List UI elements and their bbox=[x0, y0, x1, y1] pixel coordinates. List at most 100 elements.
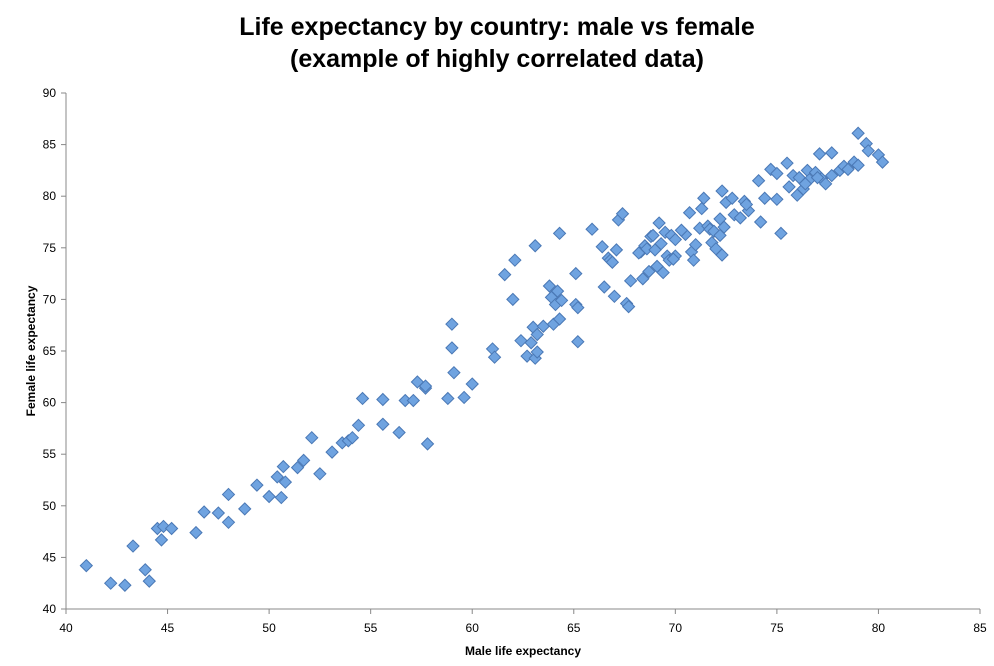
data-point bbox=[733, 211, 748, 225]
data-point bbox=[445, 317, 459, 331]
data-point bbox=[154, 533, 169, 547]
data-point bbox=[597, 280, 611, 294]
data-point bbox=[211, 506, 226, 520]
data-point bbox=[418, 379, 433, 393]
x-tick-label: 65 bbox=[567, 621, 581, 635]
data-point bbox=[623, 274, 638, 288]
data-point bbox=[296, 453, 311, 468]
data-point bbox=[812, 147, 827, 161]
x-tick-label: 75 bbox=[770, 621, 784, 635]
data-point bbox=[351, 418, 366, 433]
data-point bbox=[465, 377, 479, 391]
data-point bbox=[782, 180, 796, 194]
data-point bbox=[682, 206, 697, 220]
data-point bbox=[695, 201, 709, 216]
data-point bbox=[138, 563, 152, 577]
data-point bbox=[164, 521, 179, 536]
data-point bbox=[798, 177, 813, 191]
y-tick-label: 55 bbox=[43, 447, 57, 461]
data-point bbox=[615, 207, 630, 221]
x-tick-label: 55 bbox=[364, 621, 378, 635]
data-point bbox=[276, 459, 291, 474]
y-axis-ticks: 40 45 50 55 60 65 70 75 80 85 90 bbox=[43, 86, 66, 616]
data-point bbox=[585, 222, 599, 236]
x-tick-label: 70 bbox=[669, 621, 683, 635]
y-tick-label: 75 bbox=[43, 241, 57, 255]
data-point bbox=[825, 146, 839, 160]
data-point bbox=[325, 445, 339, 459]
data-point bbox=[621, 299, 636, 314]
data-point bbox=[646, 228, 660, 243]
data-point bbox=[528, 239, 542, 253]
data-point bbox=[739, 197, 754, 212]
x-axis-label: Male life expectancy bbox=[465, 644, 581, 658]
data-point bbox=[609, 243, 624, 257]
data-point bbox=[552, 312, 567, 326]
data-point bbox=[278, 475, 293, 489]
data-point bbox=[666, 252, 681, 266]
data-point bbox=[642, 264, 656, 279]
data-point bbox=[126, 539, 140, 553]
data-point bbox=[652, 216, 666, 230]
data-point bbox=[636, 272, 650, 286]
data-point bbox=[79, 558, 94, 573]
data-point bbox=[715, 184, 729, 198]
data-point bbox=[508, 253, 522, 267]
data-point bbox=[569, 266, 583, 281]
data-point bbox=[851, 126, 865, 140]
data-point bbox=[118, 578, 132, 592]
x-tick-label: 45 bbox=[161, 621, 175, 635]
data-point bbox=[851, 158, 865, 172]
data-point bbox=[392, 425, 406, 440]
data-points bbox=[79, 126, 890, 592]
data-point bbox=[818, 177, 833, 191]
data-point bbox=[197, 505, 211, 519]
data-point bbox=[656, 265, 670, 280]
data-point bbox=[270, 470, 284, 484]
x-tick-label: 80 bbox=[872, 621, 886, 635]
data-point bbox=[713, 212, 727, 226]
data-point bbox=[221, 487, 236, 502]
data-point bbox=[552, 226, 567, 241]
data-point bbox=[376, 392, 390, 407]
x-tick-label: 85 bbox=[973, 621, 987, 635]
data-point bbox=[457, 390, 471, 405]
data-point bbox=[780, 156, 794, 170]
x-tick-label: 60 bbox=[466, 621, 480, 635]
y-tick-label: 45 bbox=[43, 550, 57, 564]
data-point bbox=[238, 502, 252, 516]
data-point bbox=[757, 191, 772, 205]
data-point bbox=[571, 300, 585, 315]
data-point bbox=[825, 168, 839, 183]
y-tick-label: 50 bbox=[43, 499, 57, 513]
data-point bbox=[376, 417, 390, 431]
data-point bbox=[441, 391, 455, 406]
data-point bbox=[542, 279, 557, 293]
data-point bbox=[688, 237, 703, 252]
data-point bbox=[550, 284, 565, 298]
data-point bbox=[605, 255, 620, 269]
data-point bbox=[345, 430, 360, 445]
chart-title-line2: (example of highly correlated data) bbox=[290, 45, 704, 73]
y-axis-label: Female life expectancy bbox=[24, 285, 38, 416]
data-point bbox=[571, 335, 585, 349]
data-point bbox=[875, 155, 890, 169]
data-point bbox=[810, 170, 825, 185]
data-point bbox=[189, 525, 203, 540]
data-point bbox=[770, 166, 784, 181]
data-point bbox=[530, 345, 544, 359]
y-tick-label: 40 bbox=[43, 602, 57, 616]
data-point bbox=[290, 460, 305, 475]
data-point bbox=[447, 365, 461, 380]
data-point bbox=[445, 341, 459, 355]
data-point bbox=[420, 437, 435, 451]
plot-area: 40 45 50 55 60 65 70 75 80 85 90 40 45 50 55 60 65 70 75 8… bbox=[43, 86, 987, 635]
data-point bbox=[715, 248, 729, 262]
data-point bbox=[487, 350, 502, 364]
data-point bbox=[751, 174, 766, 188]
data-point bbox=[305, 430, 319, 445]
data-point bbox=[506, 292, 520, 307]
data-point bbox=[595, 240, 609, 254]
data-point bbox=[406, 393, 421, 408]
